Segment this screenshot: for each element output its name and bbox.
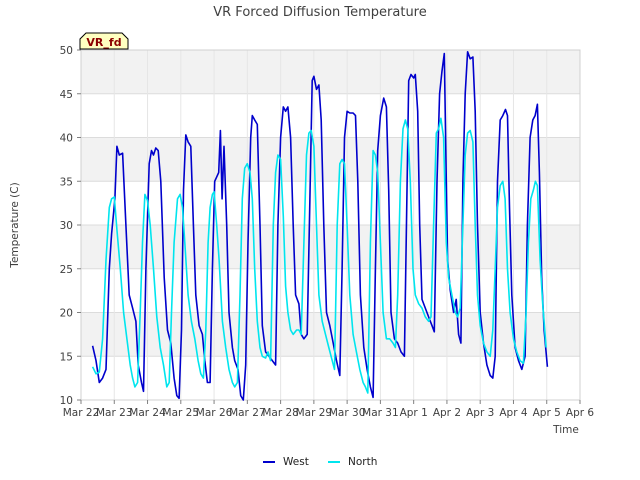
x-tick-label: Mar 27 xyxy=(229,407,266,419)
badge-label: VR_fd xyxy=(86,36,121,49)
x-tick-label: Apr 3 xyxy=(466,407,494,419)
x-tick-label: Mar 30 xyxy=(329,407,366,419)
x-tick-label: Apr 2 xyxy=(433,407,461,419)
series-line-west xyxy=(91,51,549,401)
y-axis: 10 15 20 25 30 35 40 45 50 xyxy=(60,45,81,407)
x-tick-label: Mar 31 xyxy=(362,407,399,419)
x-tick-label: Mar 29 xyxy=(296,407,333,419)
y-tick-label: 10 xyxy=(60,395,73,407)
grid-band xyxy=(81,225,580,269)
x-tick-label: Mar 24 xyxy=(129,407,166,419)
grid-band xyxy=(81,137,580,182)
x-tick-label: Mar 23 xyxy=(96,407,133,419)
y-tick-label: 35 xyxy=(60,176,73,188)
y-tick-label: 25 xyxy=(60,264,73,276)
y-axis-label: Temperature (C) xyxy=(9,182,21,268)
site-badge: VR_fd xyxy=(79,32,129,50)
x-tick-label: Mar 26 xyxy=(196,407,233,419)
y-tick-label: 15 xyxy=(60,351,73,363)
y-tick-label: 20 xyxy=(60,308,73,320)
y-tick-label: 30 xyxy=(60,220,73,232)
grid-band xyxy=(81,312,580,357)
legend: West North xyxy=(263,456,377,468)
y-tick-label: 50 xyxy=(60,45,73,57)
x-tick-label: Apr 4 xyxy=(499,407,528,419)
series-line-north xyxy=(91,117,547,394)
x-tick-label: Mar 25 xyxy=(163,407,200,419)
grid-band xyxy=(81,50,580,94)
y-tick-label: 45 xyxy=(60,89,73,101)
x-axis-label: Time xyxy=(552,424,579,436)
badge-shape xyxy=(79,32,129,50)
x-tick-label: Apr 1 xyxy=(400,407,428,419)
legend-label-west: West xyxy=(283,456,309,468)
x-tick-label: Apr 6 xyxy=(566,407,595,419)
series-group xyxy=(91,51,549,401)
x-tick-label: Apr 5 xyxy=(533,407,561,419)
y-tick-label: 40 xyxy=(60,133,73,145)
x-tick-label: Mar 28 xyxy=(262,407,299,419)
chart-title: VR Forced Diffusion Temperature xyxy=(213,5,427,20)
legend-label-north: North xyxy=(348,456,377,468)
x-tick-label: Mar 22 xyxy=(63,407,100,419)
